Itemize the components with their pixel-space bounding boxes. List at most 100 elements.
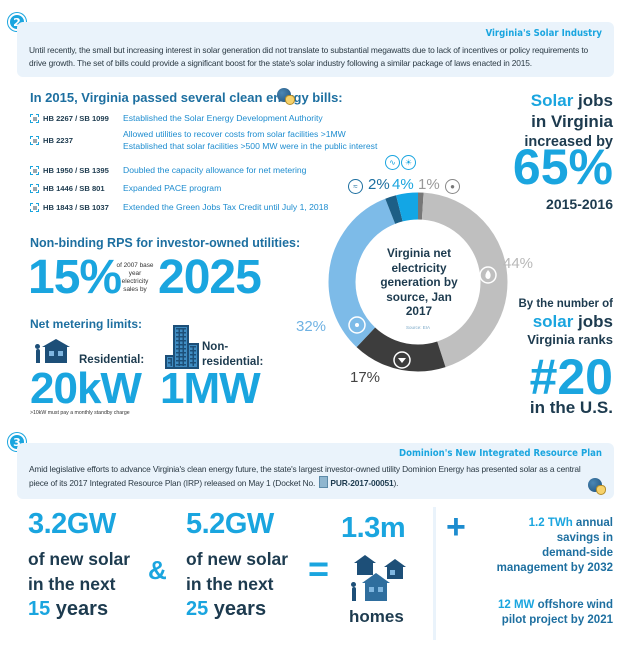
generation-donut-chart: [328, 192, 508, 372]
bill-desc[interactable]: Doubled the capacity allowance for net m…: [123, 165, 307, 175]
document-icon: [30, 202, 39, 212]
bill-desc-group: Allowed utilities to recover costs from …: [123, 128, 377, 152]
building-icon: [165, 325, 201, 369]
segment-coal: [328, 192, 508, 372]
bill-row: HB 1843 / SB 1037 Extended the Green Job…: [30, 201, 328, 213]
rps-year: 2025: [158, 251, 262, 304]
demand-side-savings: 1.2 TWh annual savings in demand-side ma…: [497, 516, 613, 576]
other-percent: 1%: [418, 176, 440, 193]
solar-word: Solar: [530, 91, 574, 110]
bill-row: HB 2237 Allowed utilities to recover cos…: [30, 128, 377, 152]
stat2-years-num: 25: [186, 598, 209, 620]
rank-value: #20: [529, 349, 613, 405]
section2-intro-box: Virginia's Solar Industry Until recently…: [17, 22, 614, 77]
natural-gas-percent: 44%: [503, 255, 534, 272]
stat2-desc: of new solar in the next 25 years: [186, 547, 288, 622]
rank-solar: solar: [532, 312, 574, 331]
document-icon: [30, 113, 39, 123]
donut-center-title: Virginia net electricity generation by s…: [355, 246, 483, 319]
increased-by: increased by: [524, 134, 613, 150]
rank-jobs: jobs: [573, 312, 613, 331]
solar-rank-statement: By the number of solar jobs Virginia ran…: [518, 295, 613, 349]
stat1-years-num: 15: [28, 598, 51, 620]
bill-desc[interactable]: Expanded PACE program: [123, 183, 222, 193]
coal-percent: 17%: [350, 369, 381, 386]
stat2-line1: of new solar: [186, 549, 289, 569]
equals-sign: =: [308, 548, 330, 589]
water-icon: ≈: [348, 179, 363, 194]
section3-intro-box: Dominion's New Integrated Resource Plan …: [17, 443, 614, 499]
donut-title-line: generation by: [380, 275, 458, 289]
bill-desc[interactable]: Established that solar facilities >500 M…: [123, 141, 378, 151]
section3-text-body: Amid legislative efforts to advance Virg…: [29, 464, 581, 488]
stat1-value: 3.2GW: [28, 508, 116, 540]
document-icon: [30, 183, 39, 193]
house-icon: [42, 339, 70, 363]
bill-desc[interactable]: Extended the Green Jobs Tax Credit until…: [123, 202, 329, 212]
document-icon: [30, 165, 39, 175]
nuclear-percent: 32%: [296, 318, 327, 335]
stat2-line2: in the next: [186, 574, 274, 594]
section3-text-end: ).: [393, 478, 399, 488]
drop-icon: ●: [445, 179, 460, 194]
savings-text: annual: [572, 517, 613, 529]
rank-in-us: in the U.S.: [529, 398, 613, 417]
person-icon: [35, 344, 40, 363]
donut-title-line: electricity: [391, 260, 447, 275]
homes-value: 1.3m: [341, 512, 406, 544]
bills-heading: In 2015, Virginia passed several clean e…: [30, 90, 343, 105]
bill-code: HB 1446 / SB 801: [43, 183, 105, 193]
rank-line1: By the number of: [518, 298, 613, 310]
sun-icon: ☀: [401, 155, 416, 170]
bill-code: HB 2267 / SB 1099: [43, 113, 109, 123]
document-icon: [30, 135, 39, 145]
nonresidential-limit-value: 1MW: [160, 364, 261, 413]
bill-row: HB 1446 / SB 801 Expanded PACE program: [30, 182, 221, 194]
wind-highlight: 12 MW: [497, 599, 535, 611]
jobs-growth-value: 65%: [512, 139, 613, 195]
ampersand: &: [148, 555, 167, 585]
homes-label: homes: [349, 607, 404, 626]
wind-icon: ∿: [385, 155, 400, 170]
bill-code: HB 1843 / SB 1037: [43, 202, 109, 212]
rps-percent: 15%: [28, 251, 122, 304]
net-metering-heading: Net metering limits:: [30, 317, 143, 331]
section3-title: Dominion's New Integrated Resource Plan: [398, 448, 602, 459]
bill-desc[interactable]: Established the Solar Energy Development…: [123, 113, 323, 123]
stat1-years-unit: years: [50, 598, 109, 620]
wind-solar-percent: 4%: [392, 176, 414, 193]
homes-icon: [348, 553, 414, 603]
rank-line3: Virginia ranks: [527, 332, 613, 347]
stat1-line2: in the next: [28, 574, 116, 594]
segment-wind-solar: [328, 192, 508, 372]
stat2-years-unit: years: [208, 598, 267, 620]
nonres-label-line2: residential:: [202, 356, 264, 368]
donut-title-line: 2017: [405, 304, 433, 318]
jobs-word: jobs: [573, 91, 613, 110]
donut-source: Source: EIA: [405, 325, 430, 330]
bills-heading-text: In 2015, Virginia passed several clean e…: [30, 90, 343, 105]
stat1-desc: of new solar in the next 15 years: [28, 547, 130, 622]
segment-natural-gas: [328, 192, 508, 372]
solar-jobs-statement: Solar jobs in Virginia increased by: [524, 90, 613, 153]
rps-heading: Non-binding RPS for investor-owned utili…: [30, 236, 301, 250]
jobs-growth-years: 2015-2016: [546, 196, 613, 212]
globe-link-icon[interactable]: [277, 88, 295, 105]
vertical-divider: [433, 507, 436, 640]
donut-title-line: Virginia net: [386, 246, 452, 260]
globe-link-icon[interactable]: [588, 478, 606, 495]
in-virginia: in Virginia: [531, 112, 613, 131]
rps-note: of 2007 base year electricity sales by: [116, 262, 154, 293]
donut-title-line: source, Jan: [386, 289, 452, 304]
section2-title: Virginia's Solar Industry: [485, 28, 602, 39]
nonres-label-line1: Non-: [202, 341, 229, 353]
residential-limit-value: 20kW: [30, 364, 142, 413]
flame-icon: [479, 266, 497, 284]
savings-highlight: 1.2 TWh: [528, 517, 573, 529]
wind-text: offshore wind: [534, 599, 613, 611]
offshore-wind: 12 MW offshore wind pilot project by 202…: [498, 598, 613, 628]
docket-link[interactable]: PUR-2017-00051: [330, 478, 394, 488]
savings-text: demand-side: [542, 547, 613, 559]
bill-desc[interactable]: Allowed utilities to recover costs from …: [123, 129, 346, 139]
bill-code: HB 2237: [43, 135, 73, 145]
